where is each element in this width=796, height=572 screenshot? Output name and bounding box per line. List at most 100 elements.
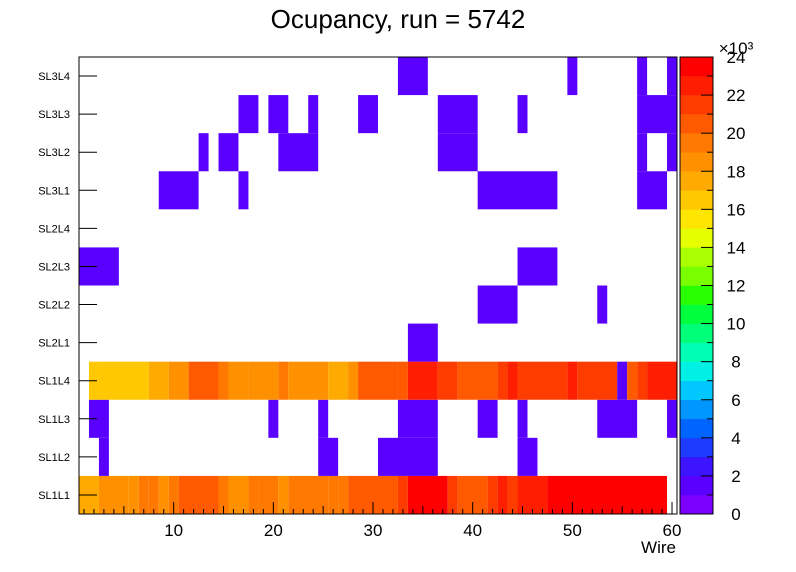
palette-swatch xyxy=(680,361,713,382)
heatmap-cell-sl1l4-wire-56 xyxy=(627,361,638,400)
x-tick-label: 10 xyxy=(164,521,183,540)
heatmap-cell-sl1l2-wire-3 xyxy=(98,437,109,476)
plot-frame xyxy=(78,56,678,515)
heatmap-cell-sl3l2-wire-13 xyxy=(198,133,209,172)
heatmap-cell-sl1l1-wire-43 xyxy=(497,475,508,514)
heatmap-cell-sl1l4-wire-51 xyxy=(577,361,618,400)
y-tick-label-sl3l1: SL3L1 xyxy=(38,185,70,197)
heatmap-cell-sl3l3-wire-45 xyxy=(517,95,528,134)
heatmap-cell-sl3l2-wire-60 xyxy=(667,133,677,172)
heatmap-cell-sl1l1-wire-10 xyxy=(168,475,179,514)
heatmap-cell-sl1l4-wire-16 xyxy=(228,361,249,400)
y-tick-label-sl2l1: SL2L1 xyxy=(38,338,70,350)
heatmap-cell-sl3l1-wire-57 xyxy=(637,171,668,210)
heatmap-cell-sl1l1-wire-44 xyxy=(507,475,518,514)
x-tick-label: 60 xyxy=(663,521,682,540)
heatmap-cell-sl3l2-wire-57 xyxy=(637,133,648,172)
heatmap-cell-sl1l3-wire-53 xyxy=(597,399,638,438)
heatmap-cell-sl1l1-wire-45 xyxy=(517,475,548,514)
palette-swatch xyxy=(680,323,713,343)
y-tick-label-sl1l4: SL1L4 xyxy=(38,376,70,388)
z-tick-label: 24 xyxy=(727,48,746,67)
heatmap-cell-sl3l3-wire-29 xyxy=(358,95,378,134)
palette-swatch xyxy=(680,380,713,401)
heatmap-cell-sl1l1-wire-48 xyxy=(547,475,668,514)
heatmap-cell-sl1l3-wire-60 xyxy=(667,399,677,438)
palette-swatch xyxy=(680,152,713,172)
heatmap-cell-sl3l4-wire-33 xyxy=(397,57,428,96)
palette-swatch xyxy=(680,114,713,134)
y-tick-label-sl1l2: SL1L2 xyxy=(38,452,70,464)
heatmap-cell-sl2l3-wire-45 xyxy=(517,247,558,286)
heatmap-cell-sl1l4-wire-22 xyxy=(288,361,329,400)
heatmap-cell-sl1l4-wire-15 xyxy=(218,361,229,400)
heatmap-cell-sl3l1-wire-17 xyxy=(238,171,249,210)
heatmap-cell-sl3l3-wire-37 xyxy=(437,95,478,134)
heatmap-cell-sl1l3-wire-33 xyxy=(397,399,438,438)
y-tick-label-sl1l3: SL1L3 xyxy=(38,414,70,426)
heatmap-cell-sl1l1-wire-21 xyxy=(278,475,289,514)
y-tick-label-sl2l4: SL2L4 xyxy=(38,223,70,235)
heatmap-cell-sl1l1-wire-34 xyxy=(407,475,448,514)
heatmap-cell-sl3l1-wire-9 xyxy=(158,171,199,210)
heatmap-cell-sl1l3-wire-2 xyxy=(88,399,109,438)
heatmap-cell-sl2l1-wire-34 xyxy=(407,323,438,362)
heatmap-cell-sl3l1-wire-41 xyxy=(477,171,558,210)
heatmap-cell-sl1l4-wire-28 xyxy=(348,361,359,400)
palette-swatch xyxy=(680,285,713,305)
heatmap-cell-sl2l2-wire-41 xyxy=(477,285,518,324)
palette-swatch xyxy=(680,76,713,96)
x-tick-label: 50 xyxy=(563,521,582,540)
heatmap-cell-sl3l2-wire-37 xyxy=(437,133,478,172)
heatmap-cell-sl3l3-wire-20 xyxy=(268,95,289,134)
z-tick-label: 8 xyxy=(731,353,740,372)
heatmap-cell-sl1l4-wire-33 xyxy=(397,361,408,400)
y-tick-label-sl2l2: SL2L2 xyxy=(38,300,70,312)
heatmap-cell-sl1l4-wire-21 xyxy=(278,361,289,400)
heatmap-cell-sl1l4-wire-8 xyxy=(148,361,169,400)
z-tick-label: 0 xyxy=(731,505,740,524)
palette-swatch xyxy=(680,171,713,191)
palette-swatch xyxy=(680,456,713,477)
heatmap-cell-sl1l3-wire-45 xyxy=(517,399,528,438)
palette-swatch xyxy=(680,437,713,458)
heatmap-cell-sl1l4-wire-45 xyxy=(517,361,568,400)
palette-swatch xyxy=(680,475,713,496)
heatmap-cell-sl1l4-wire-10 xyxy=(168,361,189,400)
heatmap-cell-sl3l4-wire-60 xyxy=(667,57,677,96)
heatmap-cell-sl1l4-wire-50 xyxy=(567,361,578,400)
heatmap-cell-sl1l1-wire-18 xyxy=(248,475,259,514)
heatmap-cell-sl1l1-wire-11 xyxy=(178,475,219,514)
heatmap-cell-sl1l1-wire-42 xyxy=(487,475,498,514)
heatmap-cell-sl1l1-wire-19 xyxy=(258,475,279,514)
palette-swatch xyxy=(680,418,713,439)
x-tick-label: 40 xyxy=(463,521,482,540)
heatmap-cell-sl1l1-wire-6 xyxy=(128,475,139,514)
heatmap-cell-sl1l4-wire-37 xyxy=(437,361,458,400)
heatmap-cell-sl1l1-wire-26 xyxy=(328,475,339,514)
y-tick-label-sl1l1: SL1L1 xyxy=(38,490,70,502)
palette-swatch xyxy=(680,209,713,229)
y-tick-label-sl3l4: SL3L4 xyxy=(38,71,70,83)
heatmap-cell-sl1l1-wire-33 xyxy=(397,475,408,514)
heatmap-cell-sl1l4-wire-55 xyxy=(617,361,628,400)
heatmap-cell-sl1l1-wire-8 xyxy=(148,475,159,514)
palette-swatch xyxy=(680,190,713,210)
palette-swatch xyxy=(680,228,713,248)
heatmap-cell-sl1l1-wire-22 xyxy=(288,475,329,514)
palette-swatch xyxy=(680,304,713,324)
heatmap-cell-sl1l4-wire-34 xyxy=(407,361,438,400)
z-tick-label: 22 xyxy=(727,86,746,105)
z-tick-label: 10 xyxy=(727,315,746,334)
palette-swatch xyxy=(680,494,713,515)
heatmap-cell-sl1l3-wire-41 xyxy=(477,399,498,438)
heatmap-cell-sl1l4-wire-43 xyxy=(497,361,508,400)
heatmap-cell-sl1l4-wire-39 xyxy=(457,361,498,400)
heatmap-cell-sl2l2-wire-53 xyxy=(597,285,608,324)
heatmap-cell-sl3l3-wire-57 xyxy=(637,95,677,134)
palette-swatch xyxy=(680,266,713,286)
heatmap-cell-sl1l3-wire-20 xyxy=(268,399,279,438)
heatmap-cell-sl1l1-wire-38 xyxy=(447,475,458,514)
